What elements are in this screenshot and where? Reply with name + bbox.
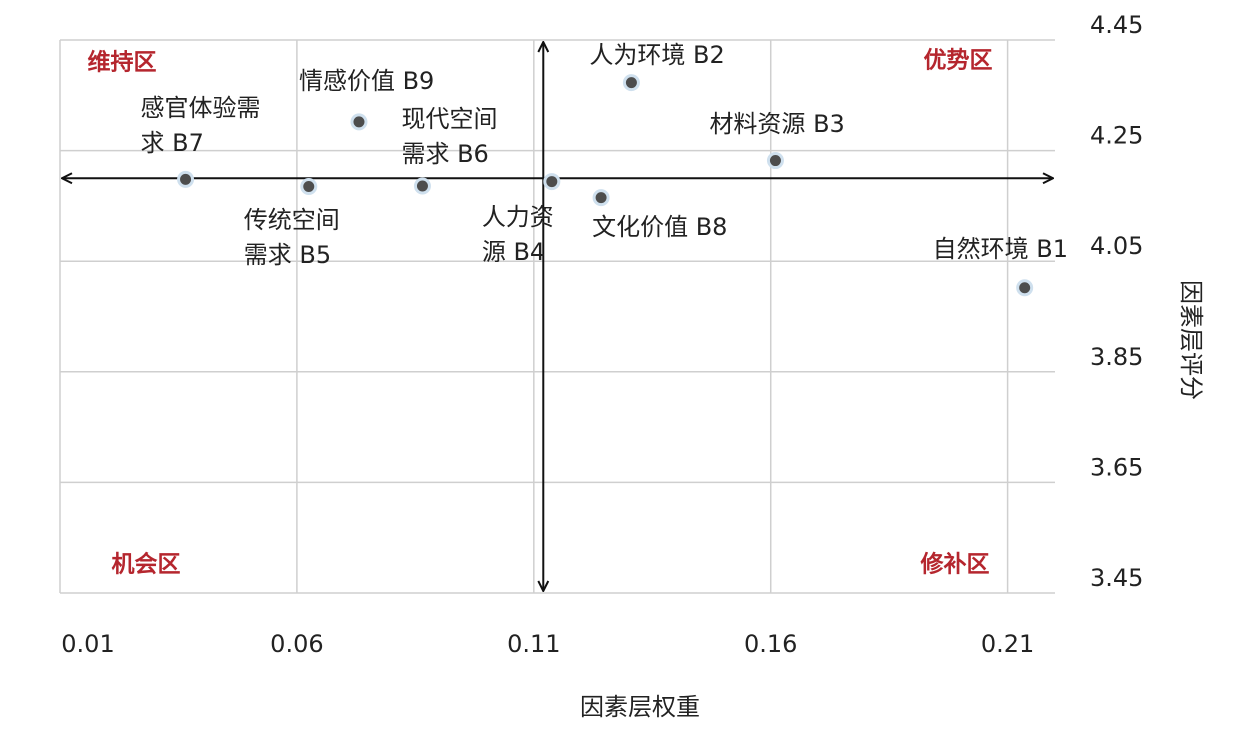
- point: [1016, 279, 1034, 297]
- point-label: 人力资 源 B4: [481, 202, 554, 266]
- point: [177, 170, 195, 188]
- point-label: 自然环境 B1: [932, 234, 1069, 263]
- y-tick-label: 4.25: [1090, 122, 1143, 150]
- x-tick-label: 0.21: [981, 630, 1034, 658]
- y-tick-label: 3.45: [1090, 564, 1143, 592]
- y-axis-title: 因素层评分: [1177, 280, 1205, 400]
- quadrant-label: 修补区: [920, 551, 990, 578]
- y-tick-label: 4.05: [1090, 232, 1143, 260]
- point-label: 情感价值 B9: [298, 66, 435, 95]
- point: [592, 189, 610, 207]
- point: [413, 177, 431, 195]
- quadrant-label: 优势区: [924, 48, 993, 74]
- point: [300, 178, 318, 196]
- point: [543, 173, 561, 191]
- y-tick-label: 4.45: [1090, 11, 1143, 39]
- point-label: 现代空间 需求 B6: [401, 104, 498, 168]
- x-tick-label: 0.06: [270, 630, 323, 658]
- point: [622, 74, 640, 92]
- y-tick-label: 3.85: [1090, 343, 1143, 371]
- x-tick-label: 0.16: [744, 630, 797, 658]
- quadrant-label: 机会区: [112, 551, 181, 578]
- point-label: 感官体验需 求 B7: [140, 94, 261, 158]
- point-label: 人为环境 B2: [589, 40, 725, 69]
- point: [766, 152, 784, 170]
- point-label: 材料资源 B3: [709, 109, 845, 138]
- point: [350, 113, 368, 131]
- x-axis-title: 因素层权重: [580, 693, 700, 721]
- x-tick-label: 0.11: [507, 630, 560, 658]
- x-tick-label: 0.01: [61, 630, 114, 658]
- point-label: 传统空间 需求 B5: [243, 205, 340, 269]
- quadrant-label: 维持区: [88, 49, 157, 76]
- point-label: 文化价值 B8: [592, 212, 728, 241]
- y-tick-label: 3.65: [1090, 453, 1143, 481]
